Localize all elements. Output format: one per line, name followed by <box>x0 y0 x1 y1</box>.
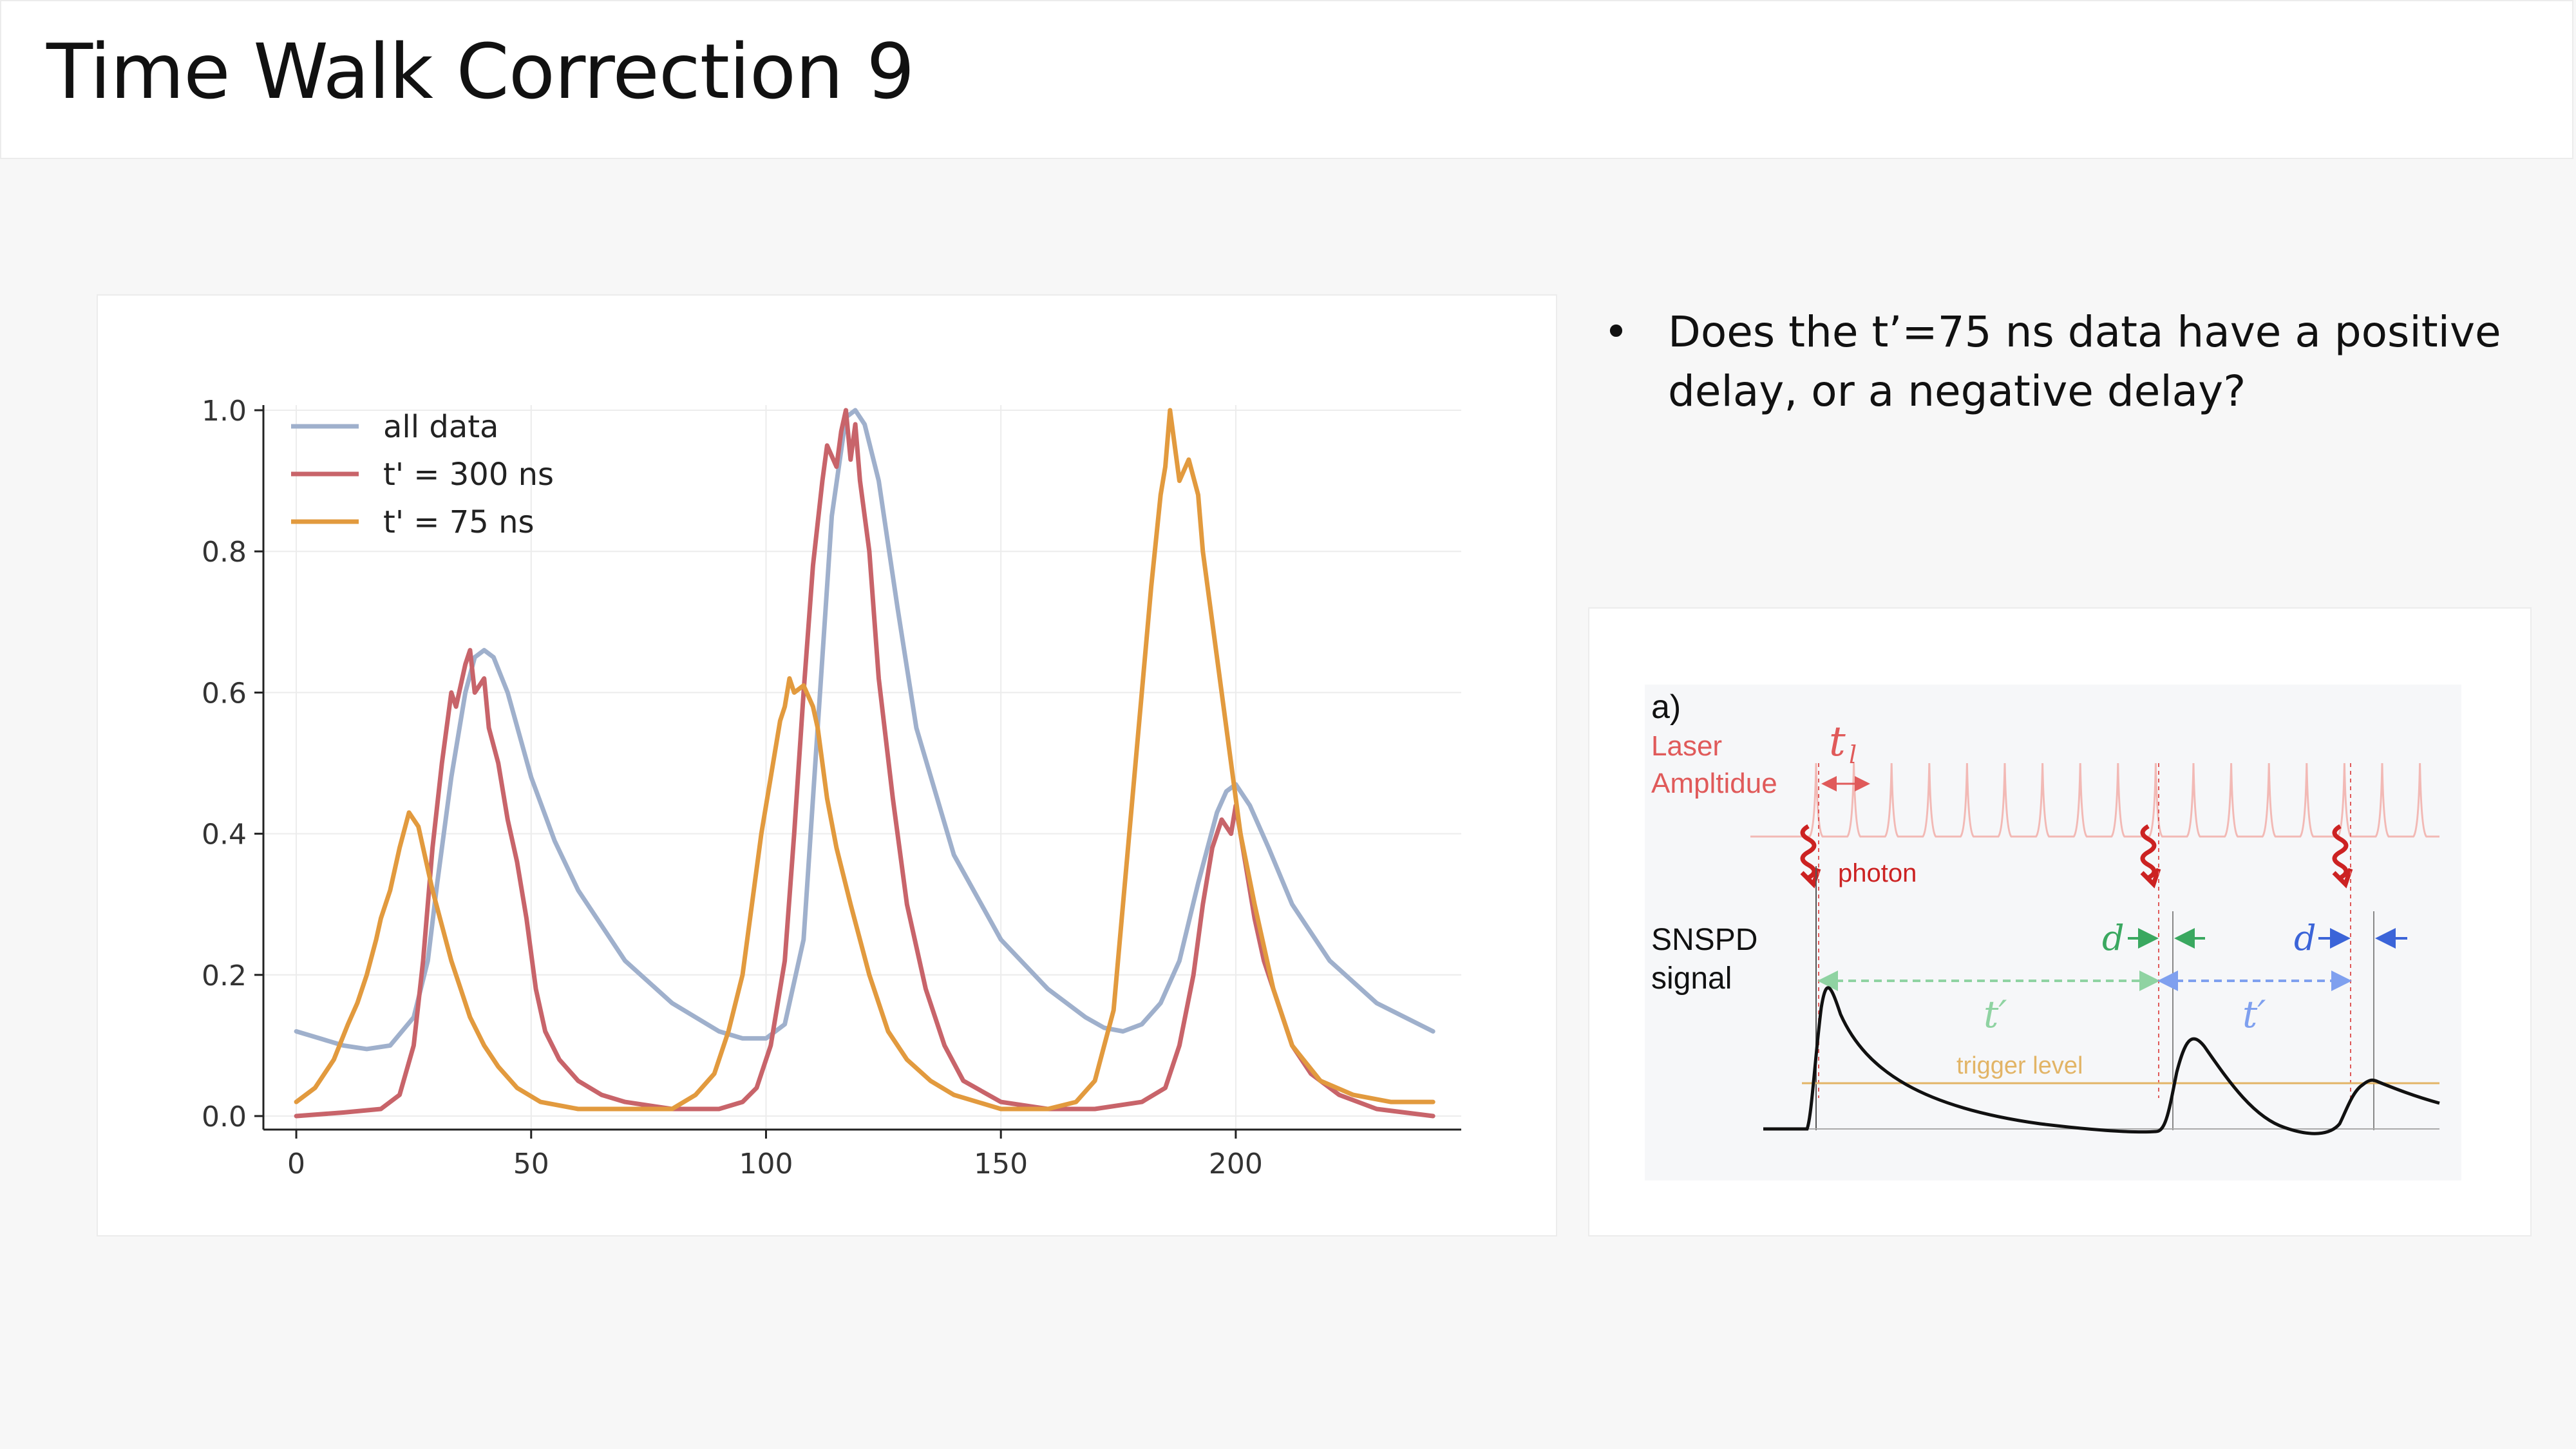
diagram-background <box>1645 685 2461 1180</box>
photon-icon <box>2332 824 2353 889</box>
diagram-card: a) Laser Ampltidue t l photon SNSPD sign… <box>1588 607 2532 1236</box>
series-line <box>294 408 1435 1112</box>
x-tick-label: 100 <box>739 1148 793 1180</box>
d-label-green: d <box>2102 918 2125 958</box>
snspd-label-line2: signal <box>1651 961 1732 996</box>
bullet-text: Does the t’=75 ns data have a positive d… <box>1668 307 2501 416</box>
line-chart: 0 50 100 150 200 0.0 0.2 0.4 0.6 0.8 1.0 all data t… <box>202 395 1461 1180</box>
y-tick-label: 0.4 <box>202 819 247 851</box>
photon-label: photon <box>1838 859 1917 887</box>
y-tick-label: 0.2 <box>202 960 247 992</box>
x-tick-label: 0 <box>287 1148 305 1180</box>
snspd-signal-trace <box>1763 986 2440 1135</box>
x-tick-label: 50 <box>513 1148 549 1180</box>
slide-header: Time Walk Correction 9 <box>0 0 2573 159</box>
chart-series <box>294 408 1435 1119</box>
y-tick-label: 0.8 <box>202 536 247 569</box>
laser-label-line1: Laser <box>1651 730 1722 762</box>
tl-subscript: l <box>1849 741 1857 769</box>
chart-tick-labels: 0 50 100 150 200 0.0 0.2 0.4 0.6 0.8 1.0 <box>202 395 1263 1180</box>
snspd-label-line1: SNSPD <box>1651 923 1757 957</box>
chart-grid <box>263 405 1461 1130</box>
series-line <box>294 408 1435 1119</box>
chart-axes <box>254 405 1461 1139</box>
x-tick-label: 200 <box>1209 1148 1263 1180</box>
y-tick-label: 0.0 <box>202 1101 247 1133</box>
laser-pulse-line <box>1750 762 2439 838</box>
laser-label-line2: Ampltidue <box>1651 768 1777 799</box>
x-tick-label: 150 <box>974 1148 1028 1180</box>
snspd-timing-diagram: a) Laser Ampltidue t l photon SNSPD sign… <box>1645 685 2461 1180</box>
chart-card: 0 50 100 150 200 0.0 0.2 0.4 0.6 0.8 1.0 all data t… <box>97 294 1557 1236</box>
panel-label: a) <box>1651 688 1681 726</box>
page-title: Time Walk Correction 9 <box>46 27 914 116</box>
laser-pulse-train <box>1750 762 2439 838</box>
bullet-list: • Does the t’=75 ns data have a positive… <box>1604 303 2524 421</box>
tprime-label-green: t′ <box>1984 992 2007 1036</box>
y-tick-label: 0.6 <box>202 677 247 710</box>
d-label-blue: d <box>2294 918 2316 958</box>
trigger-level-label: trigger level <box>1956 1052 2083 1079</box>
legend-label: t' = 75 ns <box>383 504 535 540</box>
photon-icon <box>1800 824 1821 889</box>
tprime-label-blue: t′ <box>2242 992 2266 1036</box>
legend-label: all data <box>383 409 498 445</box>
series-line <box>294 408 1435 1052</box>
tl-label: t <box>1829 718 1846 766</box>
bullet-item: • Does the t’=75 ns data have a positive… <box>1604 303 2524 421</box>
legend-label: t' = 300 ns <box>383 457 554 493</box>
photon-icon <box>2140 824 2161 889</box>
chart-legend: all data t' = 300 ns t' = 75 ns <box>291 409 554 540</box>
y-tick-label: 1.0 <box>202 395 247 428</box>
bullet-marker: • <box>1604 307 1629 357</box>
